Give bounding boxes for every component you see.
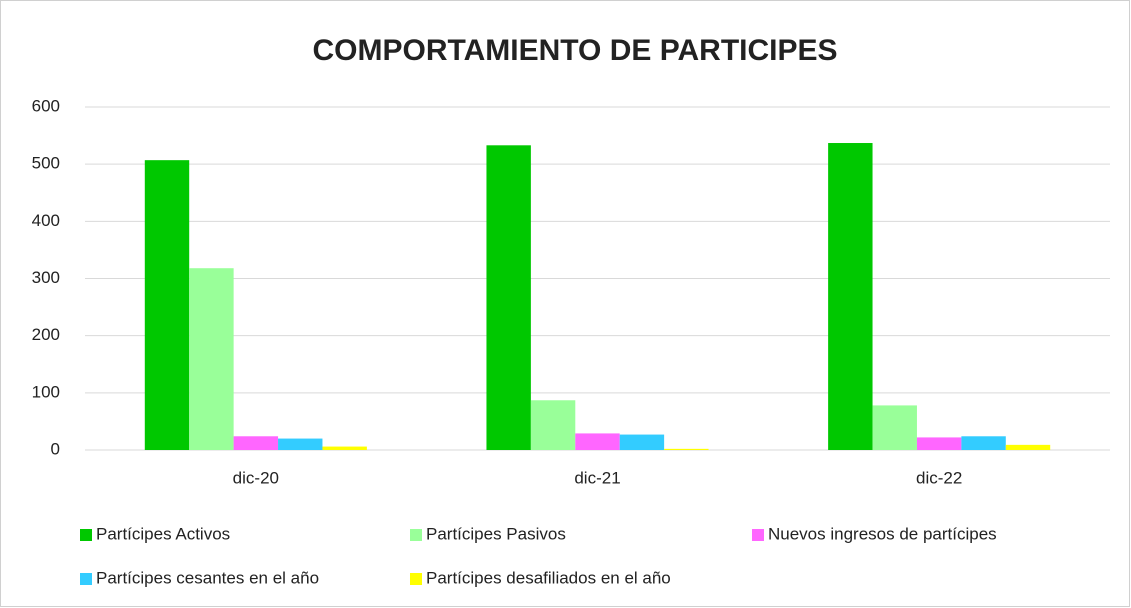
y-tick-label: 500	[32, 154, 60, 173]
legend-label: Nuevos ingresos de partícipes	[768, 524, 997, 543]
bar	[664, 448, 709, 450]
bar	[872, 405, 917, 450]
bar	[1005, 444, 1051, 450]
y-tick-label: 200	[32, 325, 60, 344]
legend-label: Partícipes cesantes en el año	[96, 568, 319, 587]
legend-label: Partícipes Pasivos	[426, 524, 566, 543]
legend-label: Partícipes Activos	[96, 524, 230, 543]
bar	[322, 446, 367, 450]
bar	[961, 436, 1006, 450]
y-tick-label: 300	[32, 268, 60, 287]
bar	[916, 437, 962, 450]
bar	[530, 400, 576, 450]
legend-swatch	[752, 529, 764, 541]
bar	[233, 436, 279, 450]
bar	[486, 145, 531, 450]
bar	[189, 268, 234, 450]
bar	[619, 434, 665, 450]
y-tick-label: 600	[32, 96, 60, 115]
legend-label: Partícipes desafiliados en el año	[426, 568, 671, 587]
bar	[828, 143, 873, 450]
legend-swatch	[410, 529, 422, 541]
y-tick-label: 0	[51, 439, 60, 458]
legend-swatch	[80, 573, 92, 585]
legend-swatch	[410, 573, 422, 585]
y-tick-label: 100	[32, 382, 60, 401]
legend-swatch	[80, 529, 92, 541]
bar	[144, 160, 190, 451]
x-tick-label: dic-22	[916, 468, 962, 487]
x-tick-label: dic-21	[574, 468, 620, 487]
x-tick-label: dic-20	[233, 468, 279, 487]
y-tick-label: 400	[32, 211, 60, 230]
bar	[278, 438, 323, 450]
chart-title: COMPORTAMIENTO DE PARTICIPES	[312, 34, 837, 67]
bar	[575, 433, 620, 450]
